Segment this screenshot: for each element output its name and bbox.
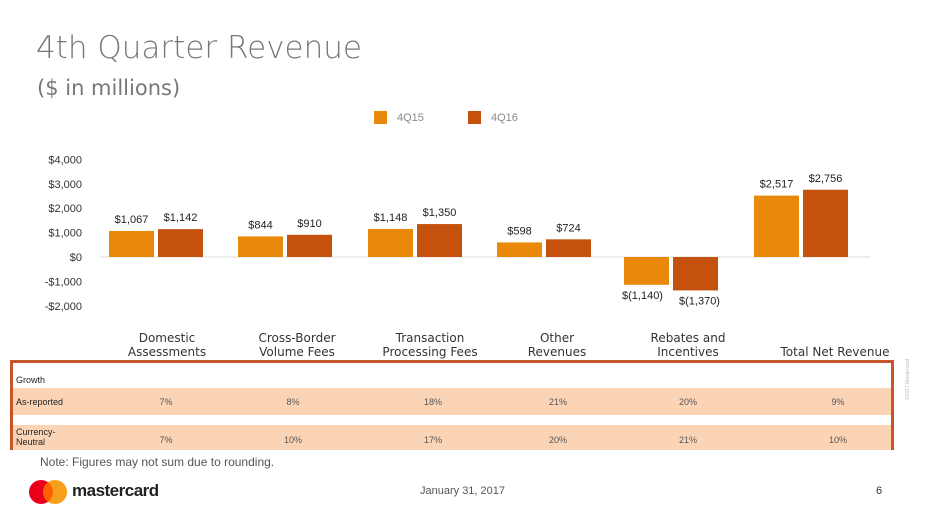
legend-4q16: 4Q16 — [468, 111, 518, 124]
copyright: ©2017 Mastercard — [905, 358, 911, 400]
growth-cell: 10% — [283, 435, 303, 445]
y-tick-label: -$1,000 — [45, 276, 82, 288]
data-label: $(1,370) — [679, 295, 720, 307]
growth-cell: 9% — [831, 397, 845, 407]
data-label: $844 — [248, 219, 272, 231]
mastercard-logo-icon — [28, 479, 74, 505]
growth-cell: 18% — [423, 397, 443, 407]
data-label: $1,148 — [374, 212, 408, 224]
y-tick-label: $1,000 — [48, 228, 82, 240]
bar-4q15 — [497, 242, 542, 257]
y-tick-label: $4,000 — [48, 154, 82, 166]
growth-cell: 7% — [159, 435, 173, 445]
bar-4q16 — [673, 257, 718, 291]
data-label: $910 — [297, 218, 321, 230]
row-label: As-reported — [16, 397, 64, 407]
brand-name: mastercard — [72, 481, 159, 500]
bar-4q16 — [546, 239, 591, 257]
bar-4q16 — [158, 229, 203, 257]
legend-swatch — [374, 111, 387, 124]
bar-4q16 — [287, 234, 332, 257]
bar-4q16 — [417, 224, 462, 257]
data-label: $1,067 — [115, 214, 149, 226]
data-label: $1,142 — [164, 212, 198, 224]
growth-cell: 10% — [828, 435, 848, 445]
growth-cell: 21% — [678, 435, 698, 445]
as-reported-row: As-reported — [13, 388, 891, 415]
subtitle: ($ in millions) — [37, 76, 181, 100]
data-label: $724 — [556, 222, 580, 234]
date: January 31, 2017 — [420, 485, 506, 497]
bar-4q15 — [109, 230, 154, 257]
category-label: Transaction Processing Fees — [382, 331, 478, 359]
bar-4q15 — [238, 236, 283, 257]
row-label: Currency- Neutral — [16, 427, 56, 447]
y-tick-label: $3,000 — [48, 179, 82, 191]
page-number: 6 — [876, 485, 883, 497]
legend-label: 4Q15 — [397, 111, 424, 124]
growth-table: Growth As-reported Currency- Neutral 7% 8… — [10, 360, 894, 450]
growth-cell: 20% — [678, 397, 698, 407]
growth-cell: 17% — [423, 435, 443, 445]
bar-4q16 — [803, 189, 848, 257]
category-label: Total Net Revenue — [780, 345, 890, 359]
y-tick-label: -$2,000 — [45, 301, 82, 313]
growth-cell: 21% — [548, 397, 568, 407]
y-tick-label: $0 — [70, 252, 82, 264]
data-label: $(1,140) — [622, 290, 663, 302]
category-label: Other Revenues — [527, 331, 587, 359]
bar-4q15 — [754, 195, 799, 257]
bar-4q15 — [624, 257, 669, 285]
currency-neutral-row: Currency- Neutral — [13, 425, 891, 450]
growth-cell: 20% — [548, 435, 568, 445]
category-label: Cross-Border Volume Fees — [258, 331, 336, 359]
legend-label: 4Q16 — [491, 111, 518, 124]
bar-chart: $4,000 $3,000 $2,000 $1,000 $0 -$1,000 -$2,000… — [45, 154, 870, 313]
data-label: $2,517 — [760, 179, 794, 191]
bar-4q15 — [368, 228, 413, 257]
footnote: Note: Figures may not sum due to roundin… — [40, 455, 275, 469]
page-title: 4th Quarter Revenue — [36, 30, 362, 66]
growth-cell: 8% — [286, 397, 300, 407]
category-label: Domestic Assessments — [127, 331, 207, 359]
y-tick-label: $2,000 — [48, 203, 82, 215]
growth-header: Growth — [16, 375, 46, 385]
growth-cell: 7% — [159, 397, 173, 407]
legend-4q15: 4Q15 — [374, 111, 424, 124]
data-label: $1,350 — [423, 207, 457, 219]
data-label: $2,756 — [809, 173, 843, 185]
data-label: $598 — [507, 225, 531, 237]
legend-swatch — [468, 111, 481, 124]
category-label: Rebates and Incentives — [650, 331, 726, 359]
